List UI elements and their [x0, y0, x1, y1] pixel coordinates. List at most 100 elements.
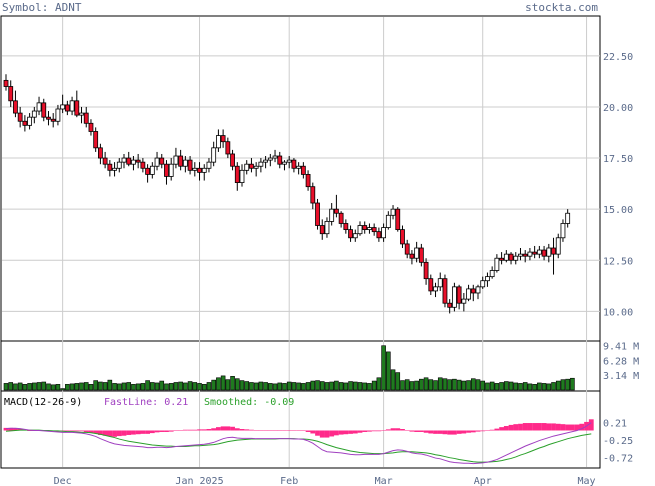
price-tick-label: 15.00 [603, 205, 633, 216]
macd-histogram-bar [574, 424, 580, 431]
volume-bar [230, 376, 235, 391]
candle-body [102, 157, 108, 165]
macd-histogram-bar [371, 430, 377, 432]
volume-bar [126, 382, 132, 391]
candle-body [83, 112, 89, 124]
volume-bar [253, 382, 259, 391]
volume-tick-label: 6.28 M [603, 356, 639, 367]
macd-histogram-bar [173, 430, 179, 431]
candle-body [409, 253, 415, 259]
macd-histogram-bar [74, 430, 80, 432]
macd-histogram-bar [546, 423, 552, 431]
candle-body [541, 249, 547, 257]
candle-body [140, 161, 146, 169]
volume-bar [244, 381, 250, 391]
candle-body [296, 165, 302, 169]
volume-bar [55, 384, 61, 391]
macd-histogram-bar [79, 430, 84, 432]
macd-histogram-bar [362, 430, 368, 432]
volume-bar [272, 383, 278, 391]
volume-bar [145, 380, 150, 391]
macd-histogram-bar [263, 430, 268, 431]
volume-bar [489, 381, 495, 391]
macd-histogram-bar [499, 427, 504, 431]
volume-bar [74, 383, 80, 391]
macd-histogram-bar [503, 426, 509, 431]
volume-bar [107, 379, 113, 391]
candle-body [447, 302, 453, 308]
macd-histogram-bar [239, 429, 245, 431]
candle-body [69, 100, 75, 112]
candle-body [385, 214, 391, 228]
price-tick-label: 20.00 [603, 103, 633, 114]
candle-body [126, 157, 132, 165]
candle-body [201, 167, 207, 173]
volume-bar [470, 378, 476, 391]
macd-histogram-bar [551, 423, 556, 431]
macd-histogram-bar [291, 430, 297, 431]
macd-histogram-bar [258, 430, 264, 431]
candle-body [220, 135, 226, 143]
macd-histogram-bar [126, 430, 132, 435]
candle-body [168, 163, 174, 177]
site-label: stockta.com [525, 1, 598, 14]
candle-body [324, 221, 330, 235]
volume-bar [570, 377, 575, 391]
candle-body [418, 247, 424, 263]
candle-body [319, 225, 325, 235]
macd-histogram-bar [352, 430, 358, 434]
volume-bar [192, 382, 198, 391]
candle-body [390, 208, 396, 216]
candle-body [381, 227, 387, 239]
candle-body [55, 108, 61, 122]
volume-bar [315, 380, 320, 391]
candle-body [17, 112, 23, 122]
volume-bar [13, 383, 18, 391]
macd-histogram-bar [485, 430, 490, 431]
candle-body [305, 174, 311, 188]
volume-bar [65, 384, 70, 391]
candle-body [145, 167, 151, 175]
candle-body [475, 286, 481, 294]
macd-histogram-bar [135, 430, 141, 435]
volume-bar [211, 379, 216, 391]
candle-body [253, 165, 259, 169]
macd-histogram-bar [220, 426, 226, 431]
volume-bar [131, 384, 136, 391]
volume-bar [352, 381, 358, 391]
macd-histogram-bar [348, 430, 353, 434]
candle-body [357, 225, 363, 235]
candle-body [13, 100, 18, 114]
candle-body [352, 233, 358, 239]
x-axis-label: Mar [375, 476, 393, 486]
macd-histogram-bar [197, 429, 202, 431]
volume-bar [3, 383, 9, 391]
macd-histogram-bar [461, 430, 467, 434]
candle-body [182, 159, 188, 167]
candle-body [442, 278, 448, 304]
macd-histogram-bar [305, 430, 311, 432]
candle-body [206, 161, 212, 169]
volume-bar [282, 383, 287, 391]
macd-histogram-bar [112, 430, 117, 437]
volume-bar [395, 372, 401, 391]
volume-bar [22, 384, 28, 391]
macd-histogram-bar [334, 430, 339, 436]
volume-bar [220, 375, 226, 391]
macd-histogram-bar [107, 430, 113, 437]
volume-bar [32, 382, 37, 391]
macd-histogram-bar [315, 430, 320, 436]
macd-histogram-bar [527, 423, 533, 431]
candle-body [60, 104, 66, 110]
volume-bar [27, 383, 32, 391]
candle-body [310, 186, 316, 204]
candle-body [164, 163, 169, 177]
candle-body [41, 102, 47, 118]
macd-histogram-bar [13, 428, 18, 431]
candle-body [149, 165, 155, 175]
volume-bar [442, 378, 448, 391]
volume-bar [277, 382, 283, 391]
volume-bar [546, 383, 552, 391]
volume-bar [494, 383, 500, 391]
candle-body [36, 102, 42, 112]
